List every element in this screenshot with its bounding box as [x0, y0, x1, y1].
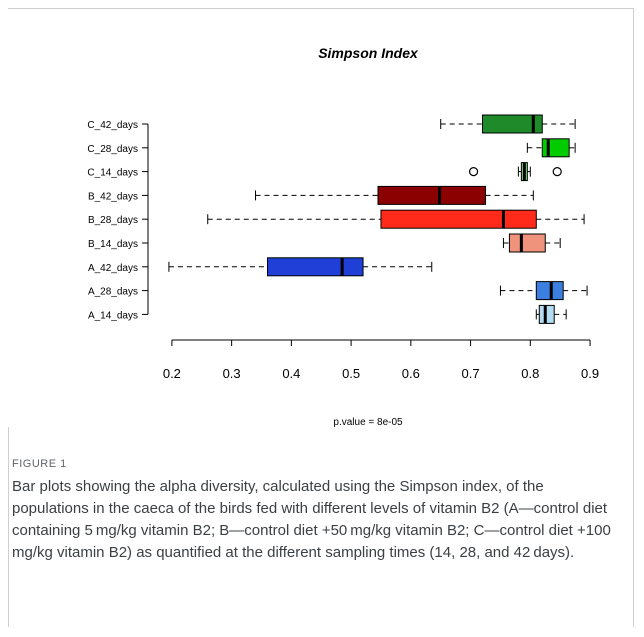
y-tick-label-c-28-days: C_28_days [87, 144, 138, 155]
x-tick-label-0-7: 0.7 [462, 366, 480, 381]
box-c-42-days [482, 114, 543, 134]
box-b-28-days [380, 209, 537, 229]
y-tick-label-b-42-days: B_42_days [88, 191, 138, 202]
x-tick-label-0-9: 0.9 [581, 366, 599, 381]
simpson-boxplot-chart: Simpson Index C_42_days C_28_days C_14_day… [87, 45, 599, 428]
x-tick-label-0-6: 0.6 [402, 366, 420, 381]
x-tick-label-0-8: 0.8 [521, 366, 539, 381]
chart-title: Simpson Index [318, 45, 419, 61]
figure-frame [8, 8, 634, 627]
outlier-c-14-days-0 [468, 167, 479, 177]
y-tick-label-a-42-days: A_42_days [88, 263, 138, 274]
box-b-14-days [508, 233, 546, 253]
caption-left-rule [8, 427, 9, 627]
outlier-c-14-days-1 [552, 167, 562, 177]
y-tick-label-b-14-days: B_14_days [88, 239, 138, 250]
x-tick-label-0-3: 0.3 [223, 366, 241, 381]
p-value-note: p.value = 8e-05 [333, 417, 403, 428]
x-tick-label-0-2: 0.2 [163, 366, 181, 381]
y-tick-label-c-14-days: C_14_days [87, 168, 138, 179]
figure-label: FIGURE 1 [12, 458, 67, 470]
box-b-42-days [377, 185, 487, 205]
plot-area: C_42_days C_28_days C_14_days B_42_days B_28… [87, 114, 599, 381]
y-tick-label-a-28-days: A_28_days [88, 287, 138, 298]
box-a-42-days [266, 257, 364, 277]
x-tick-label-0-4: 0.4 [282, 366, 300, 381]
y-tick-label-b-28-days: B_28_days [88, 215, 138, 226]
figure-caption: Bar plots showing the alpha diversity, c… [12, 478, 614, 561]
y-tick-label-c-42-days: C_42_days [87, 120, 138, 131]
y-tick-label-a-14-days: A_14_days [88, 310, 138, 321]
x-tick-label-0-5: 0.5 [342, 366, 360, 381]
box-c-28-days [541, 138, 570, 158]
